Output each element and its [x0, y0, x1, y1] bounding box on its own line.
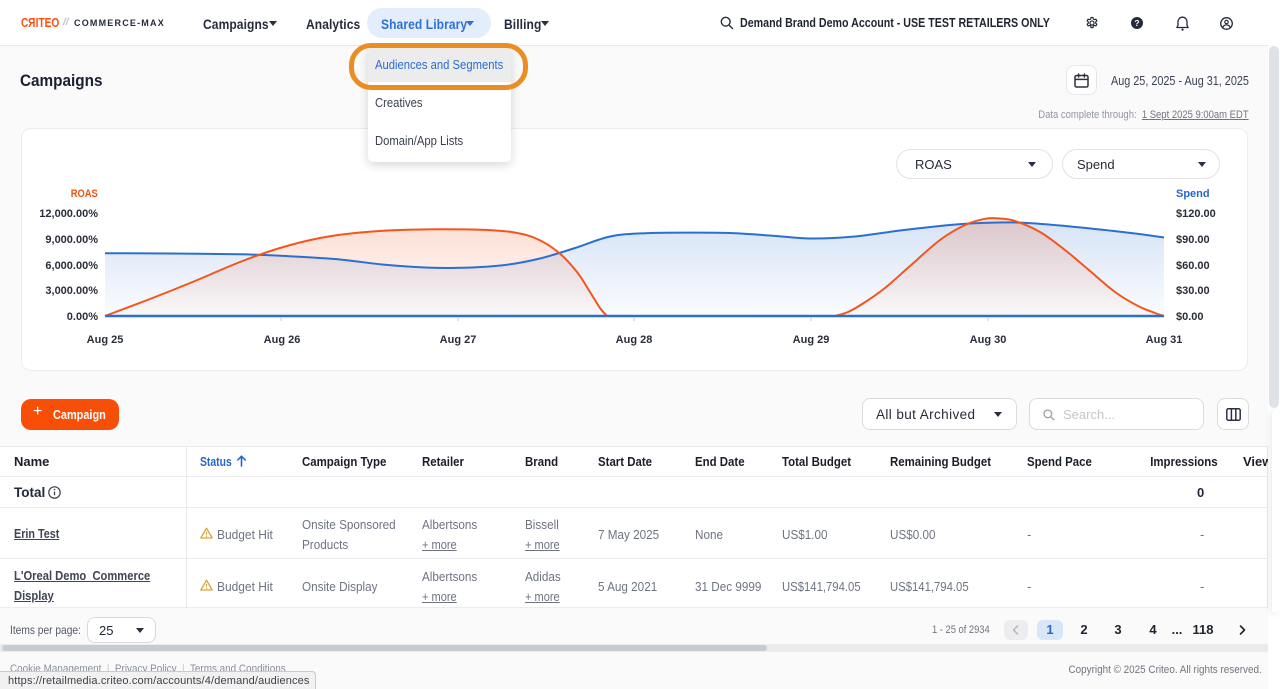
svg-text:?: ?	[1134, 18, 1139, 28]
